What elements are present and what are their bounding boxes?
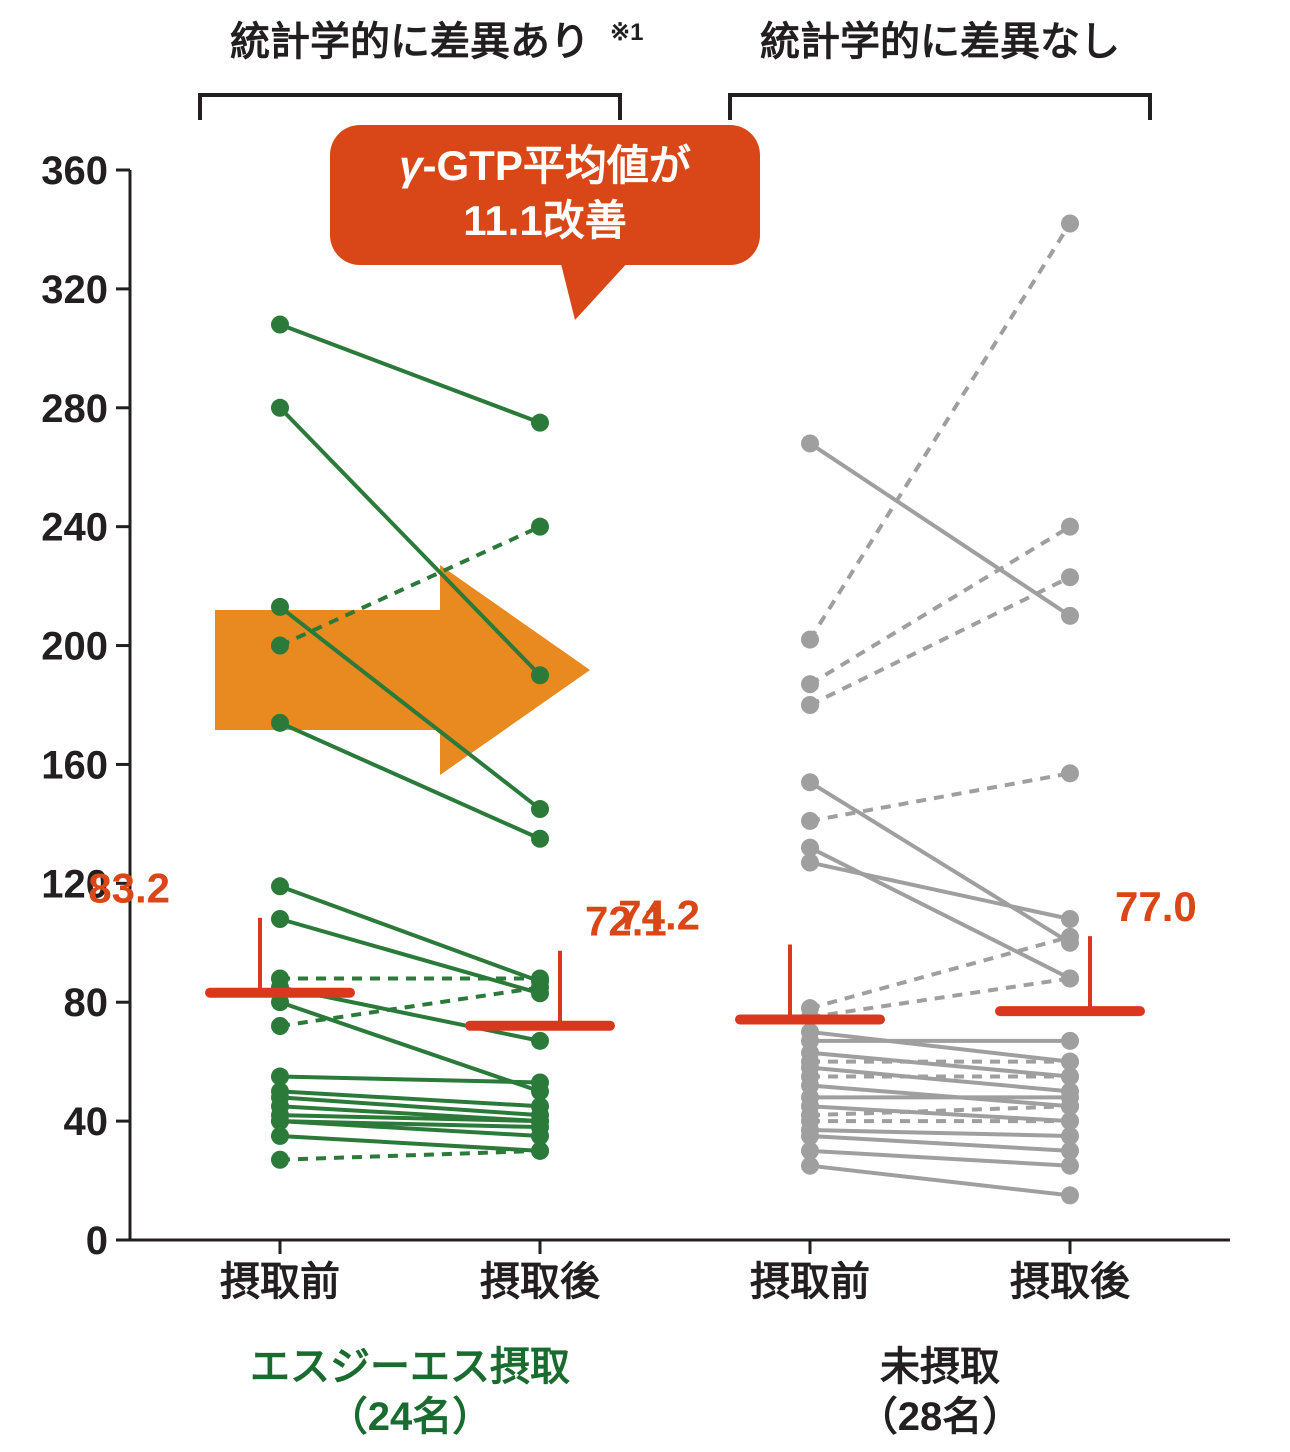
mean-value-label: 83.2 <box>88 865 170 912</box>
y-tick-label: 200 <box>41 625 108 669</box>
data-point <box>531 414 549 432</box>
top-annotation-left: 統計学的に差異あり <box>230 20 590 64</box>
data-point <box>1061 1068 1079 1086</box>
group-label-right-2: （28名） <box>858 1395 1023 1439</box>
y-tick-label: 280 <box>41 387 108 431</box>
data-point <box>531 518 549 536</box>
x-label-0: 摂取前 <box>220 1260 340 1304</box>
y-tick-label: 40 <box>64 1100 109 1144</box>
pair-line <box>810 1130 1070 1136</box>
pair-line <box>280 325 540 423</box>
data-point <box>1061 1032 1079 1050</box>
callout-line1: γ-GTP平均値が <box>399 142 691 189</box>
data-point <box>271 877 289 895</box>
data-point <box>1061 607 1079 625</box>
data-point <box>1061 764 1079 782</box>
data-point <box>531 830 549 848</box>
data-point <box>271 1017 289 1035</box>
data-point <box>1061 568 1079 586</box>
data-point <box>531 1032 549 1050</box>
pair-line <box>810 577 1070 705</box>
y-tick-label: 80 <box>64 981 109 1025</box>
pair-line <box>810 782 1070 943</box>
pair-line <box>280 1136 540 1151</box>
chart-svg: 統計学的に差異あり※1統計学的に差異なし04080120160200240280… <box>0 0 1290 1452</box>
data-point <box>801 675 819 693</box>
data-point <box>271 598 289 616</box>
x-label-2: 摂取前 <box>750 1260 870 1304</box>
pair-line <box>810 1166 1070 1196</box>
pair-line <box>810 1151 1070 1166</box>
top-annotation-right: 統計学的に差異なし <box>760 20 1120 64</box>
data-point <box>801 854 819 872</box>
data-point <box>801 773 819 791</box>
data-point <box>271 637 289 655</box>
data-point <box>271 1151 289 1169</box>
x-label-3: 摂取後 <box>1010 1260 1131 1304</box>
bracket-right <box>730 95 1150 120</box>
pair-line <box>280 886 540 981</box>
pair-line <box>810 527 1070 685</box>
pair-line <box>810 773 1070 821</box>
data-point <box>531 800 549 818</box>
pair-line <box>810 863 1070 919</box>
y-tick-label: 160 <box>41 743 108 787</box>
data-point <box>801 696 819 714</box>
data-point <box>1061 1157 1079 1175</box>
data-point <box>1061 518 1079 536</box>
data-point <box>271 399 289 417</box>
data-point <box>271 1127 289 1145</box>
data-point <box>1061 910 1079 928</box>
callout-tail <box>560 260 630 320</box>
data-point <box>801 812 819 830</box>
mean-value-label: 77.0 <box>1115 883 1197 930</box>
data-point <box>531 978 549 996</box>
data-point <box>1061 215 1079 233</box>
pair-line <box>280 1151 540 1160</box>
bracket-left <box>200 95 620 120</box>
data-point <box>801 631 819 649</box>
y-tick-label: 240 <box>41 506 108 550</box>
data-point <box>801 1157 819 1175</box>
data-point <box>271 714 289 732</box>
data-point <box>271 910 289 928</box>
pair-line <box>810 1136 1070 1151</box>
x-label-1: 摂取後 <box>480 1260 601 1304</box>
data-point <box>531 666 549 684</box>
pair-line <box>810 443 1070 615</box>
y-tick-label: 360 <box>41 149 108 193</box>
group-label-left-2: （24名） <box>328 1395 493 1439</box>
y-tick-label: 0 <box>86 1219 108 1263</box>
group-label-left-1: エスジーエス摂取 <box>250 1345 570 1389</box>
data-point <box>1061 928 1079 946</box>
data-point <box>1061 1186 1079 1204</box>
pair-line <box>810 848 1070 979</box>
data-point <box>1061 969 1079 987</box>
data-point <box>531 1142 549 1160</box>
y-tick-label: 320 <box>41 268 108 312</box>
chart-container: 統計学的に差異あり※1統計学的に差異なし04080120160200240280… <box>0 0 1290 1452</box>
data-point <box>271 316 289 334</box>
callout-line2: 11.1改善 <box>463 197 626 244</box>
pair-line <box>280 919 540 993</box>
data-point <box>531 1073 549 1091</box>
pair-line <box>810 224 1070 640</box>
mean-value-label: 74.2 <box>618 891 700 938</box>
data-point <box>801 434 819 452</box>
top-annotation-sup-left: ※1 <box>610 19 643 46</box>
group-label-right-1: 未摂取 <box>880 1345 1000 1389</box>
